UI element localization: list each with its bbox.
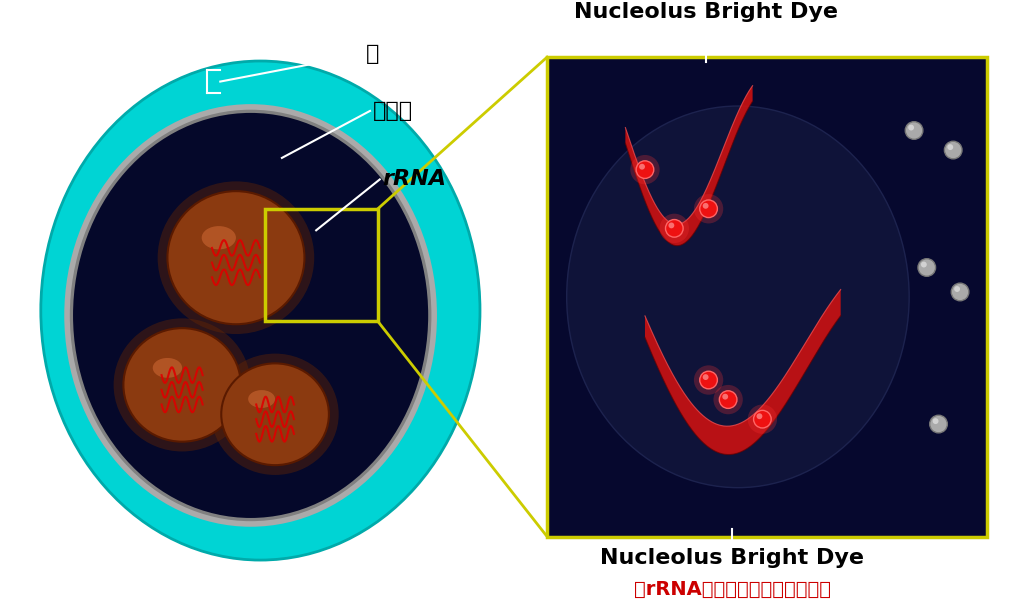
Ellipse shape — [113, 319, 250, 451]
Circle shape — [947, 144, 953, 150]
Text: （rRNAに結合し蛍光を発する）: （rRNAに結合し蛍光を発する） — [633, 580, 831, 599]
Circle shape — [951, 283, 968, 301]
Circle shape — [666, 219, 683, 237]
Circle shape — [722, 394, 728, 400]
Circle shape — [192, 174, 203, 183]
Circle shape — [944, 141, 962, 159]
Circle shape — [221, 151, 230, 161]
Polygon shape — [625, 86, 753, 245]
Circle shape — [277, 143, 287, 152]
Circle shape — [713, 385, 743, 414]
Circle shape — [175, 389, 185, 399]
Circle shape — [757, 414, 763, 419]
Circle shape — [719, 391, 736, 409]
Ellipse shape — [153, 358, 182, 378]
Circle shape — [340, 250, 349, 259]
Circle shape — [921, 262, 927, 267]
Circle shape — [636, 161, 653, 178]
Circle shape — [754, 410, 771, 428]
Circle shape — [954, 286, 960, 292]
Circle shape — [165, 335, 174, 345]
Circle shape — [703, 374, 708, 380]
Circle shape — [906, 122, 923, 139]
Circle shape — [327, 199, 336, 208]
Circle shape — [639, 164, 645, 170]
Text: 核小体: 核小体 — [373, 101, 413, 121]
Circle shape — [221, 458, 231, 468]
Circle shape — [659, 214, 689, 243]
Bar — [547, 57, 988, 537]
Text: Nucleolus Bright Dye: Nucleolus Bright Dye — [600, 548, 864, 568]
Text: Nucleolus Bright Dye: Nucleolus Bright Dye — [573, 2, 838, 22]
Circle shape — [700, 200, 717, 217]
Ellipse shape — [124, 328, 241, 442]
Circle shape — [192, 438, 203, 448]
Ellipse shape — [167, 191, 305, 324]
Circle shape — [703, 203, 708, 209]
Circle shape — [918, 259, 936, 276]
Circle shape — [277, 468, 287, 479]
Circle shape — [694, 365, 723, 395]
Ellipse shape — [566, 106, 910, 488]
Ellipse shape — [71, 111, 431, 520]
Ellipse shape — [212, 354, 338, 475]
Text: 核: 核 — [366, 44, 380, 64]
Circle shape — [694, 194, 723, 224]
Ellipse shape — [202, 226, 236, 250]
Ellipse shape — [41, 61, 480, 560]
Text: rRNA: rRNA — [383, 169, 447, 189]
Circle shape — [343, 306, 354, 315]
Circle shape — [328, 415, 338, 424]
Circle shape — [669, 222, 675, 228]
Circle shape — [248, 473, 258, 483]
Circle shape — [248, 138, 258, 147]
Circle shape — [930, 415, 947, 433]
Circle shape — [933, 418, 938, 424]
Circle shape — [171, 278, 180, 288]
Polygon shape — [645, 289, 841, 454]
Circle shape — [344, 365, 355, 375]
Circle shape — [344, 306, 355, 315]
Ellipse shape — [221, 364, 329, 465]
Circle shape — [305, 452, 315, 462]
Circle shape — [909, 125, 914, 130]
Circle shape — [172, 219, 182, 229]
Circle shape — [304, 163, 314, 172]
Circle shape — [748, 404, 777, 434]
Bar — [265, 209, 378, 322]
Ellipse shape — [158, 181, 314, 334]
Circle shape — [700, 371, 717, 389]
Ellipse shape — [248, 390, 276, 408]
Circle shape — [630, 155, 659, 185]
